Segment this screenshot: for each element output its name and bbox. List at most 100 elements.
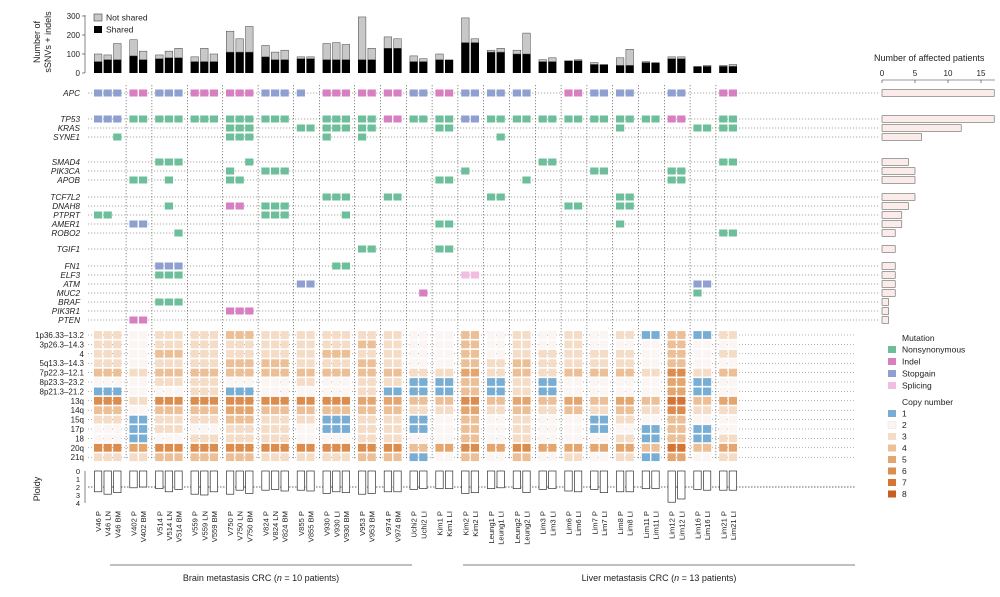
cn-18-v559-ln <box>200 434 209 443</box>
affected-bar-smad4 <box>881 158 909 166</box>
ploidy-bar-v46-bm <box>113 470 122 493</box>
mut-apob-v750-p <box>226 176 235 184</box>
cn-15q-v855-bm <box>306 415 315 424</box>
cn-17p-v559-bm <box>209 425 218 433</box>
cn-8p23-3-23-2-lim6-p <box>564 378 573 386</box>
cn-20q-kim2-p <box>461 443 470 452</box>
cn-17p-v855-p <box>296 425 305 433</box>
mut-apc-lim12-p <box>667 89 676 97</box>
mut-kras-lim16-p <box>693 124 702 132</box>
cn-15q-v974-p <box>383 415 392 424</box>
cn-5q13-3-14-3-v824-bm <box>280 359 289 368</box>
cn-8p21-3-21-2-v514-bm <box>174 387 183 396</box>
cn-20q-v855-bm <box>306 443 315 452</box>
cn-13q-v750-bm <box>245 396 254 405</box>
cn-5q13-3-14-3-v46-ln <box>103 359 112 368</box>
mut-apc-leung2-p <box>512 89 521 97</box>
shared-bar-v514-ln <box>164 57 173 73</box>
mut-pik3r1-v750-ln <box>235 307 244 315</box>
cn-14q-v750-bm <box>245 406 254 415</box>
cn-region-label-17p: 17p <box>71 425 85 434</box>
cn-3p26-3-14-3-v514-ln <box>164 340 173 349</box>
cn-8p21-3-21-2-v824-bm <box>280 387 289 396</box>
cn-4-lim12-p <box>667 349 676 358</box>
cn-21q-v930-bm <box>341 453 350 462</box>
cn-18-v514-ln <box>164 434 173 443</box>
cn-4-kim1-li <box>445 349 454 358</box>
mut-atm-lim16-p <box>693 280 702 288</box>
ploidy-bar-lim3-li <box>548 470 557 489</box>
mut-robo2-lim21-p <box>719 229 728 237</box>
cn-7p22-3-12-1-uchi2-p <box>409 368 418 377</box>
mut-syne1-v750-bm <box>245 133 254 141</box>
cn-14q-v514-bm <box>174 406 183 415</box>
cn-1p36-33-13-2-v402-bm <box>139 331 148 339</box>
cn-5q13-3-14-3-v402-p <box>129 359 138 368</box>
mut-amer1-lim8-p <box>616 220 625 228</box>
ploidy-bar-lim11-p <box>641 470 650 489</box>
mut-tcf7l2-v974-p <box>383 193 392 201</box>
cn-13q-v514-ln <box>164 396 173 405</box>
cn-17p-v514-ln <box>164 425 173 433</box>
not-shared-bar-v953-p <box>358 16 367 60</box>
cn-8p23-3-23-2-lim12-p <box>667 378 676 386</box>
cn-3p26-3-14-3-v974-bm <box>393 340 402 349</box>
mut-kras-v750-p <box>226 124 235 132</box>
cn-7p22-3-12-1-v974-bm <box>393 368 402 377</box>
cn-7p22-3-12-1-v930-p <box>322 368 331 377</box>
cn-13q-v855-bm <box>306 396 315 405</box>
ploidy-bar-v930-bm <box>341 470 350 493</box>
cn-21q-lim7-p <box>590 453 599 462</box>
sample-label-lim11-li: Lim11 LI <box>652 511 661 540</box>
cn-18-lim8-li <box>625 434 634 443</box>
mut-tp53-kim1-li <box>445 115 454 123</box>
cn-1p36-33-13-2-leung2-p <box>512 331 521 339</box>
mut-tp53-lim21-p <box>719 115 728 123</box>
gene-label-ptprt: PTPRT <box>53 211 81 220</box>
cn-18-v953-p <box>358 434 367 443</box>
cn-18-v930-li <box>332 434 341 443</box>
cn-8p23-3-23-2-v46-p <box>94 378 103 386</box>
cn-8p23-3-23-2-lim16-p <box>693 378 702 386</box>
cn-3p26-3-14-3-lim3-li <box>548 340 557 349</box>
shared-bar-v750-p <box>226 52 235 73</box>
mut-apc-lim8-p <box>616 89 625 97</box>
cn-20q-v974-p <box>383 443 392 452</box>
legend-cn-1-label: 1 <box>902 409 907 419</box>
cn-5q13-3-14-3-v930-li <box>332 359 341 368</box>
cn-4-lim11-p <box>641 349 650 358</box>
cn-1p36-33-13-2-kim1-p <box>435 331 444 339</box>
cn-14q-leung1-p <box>487 406 496 415</box>
cn-8p23-3-23-2-v953-p <box>358 378 367 386</box>
cn-8p21-3-21-2-v750-bm <box>245 387 254 396</box>
cn-15q-lim8-p <box>616 415 625 424</box>
not-shared-bar-v514-p <box>155 54 164 60</box>
mut-dnah8-v824-p <box>261 202 270 210</box>
cn-3p26-3-14-3-lim7-p <box>590 340 599 349</box>
cn-17p-v824-bm <box>280 425 289 433</box>
cn-5q13-3-14-3-uchi2-p <box>409 359 418 368</box>
cn-20q-v953-p <box>358 443 367 452</box>
sample-label-v930-p: V930 P <box>323 511 332 536</box>
cn-4-v402-p <box>129 349 138 358</box>
cn-3p26-3-14-3-v930-bm <box>341 340 350 349</box>
shared-bar-v953-bm <box>367 59 376 73</box>
cn-8p21-3-21-2-kim1-li <box>445 387 454 396</box>
cn-8p23-3-23-2-kim1-p <box>435 378 444 386</box>
sample-label-v824-ln: V824 LN <box>271 511 280 541</box>
mut-atm-v855-p <box>296 280 305 288</box>
cn-21q-leung2-p <box>512 453 521 462</box>
mut-ptprt-v824-p <box>261 211 270 219</box>
cn-3p26-3-14-3-lim8-p <box>616 340 625 349</box>
shared-bar-v974-p <box>383 48 392 73</box>
cn-8p23-3-23-2-lim11-li <box>651 378 660 386</box>
cn-1p36-33-13-2-v46-bm <box>113 331 122 339</box>
mut-apc-v953-bm <box>367 89 376 97</box>
cn-5q13-3-14-3-v824-p <box>261 359 270 368</box>
cn-5q13-3-14-3-v855-p <box>296 359 305 368</box>
cn-region-label-18: 18 <box>75 434 84 443</box>
cn-5q13-3-14-3-lim8-p <box>616 359 625 368</box>
cn-13q-lim21-li <box>728 396 737 405</box>
mut-tp53-v930-bm <box>341 115 350 123</box>
cn-8p23-3-23-2-v974-p <box>383 378 392 386</box>
